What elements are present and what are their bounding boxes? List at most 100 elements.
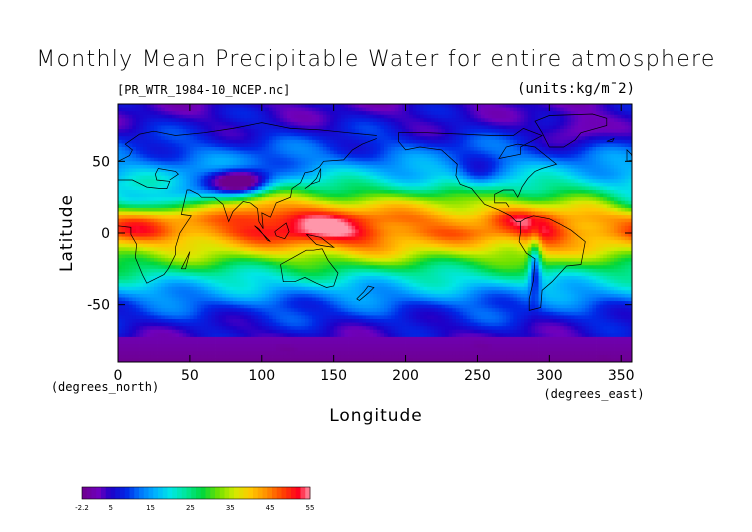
heatmap-cell (211, 132, 216, 137)
heatmap-cell (513, 211, 518, 216)
heatmap-cell (179, 111, 184, 116)
heatmap-cell (268, 200, 273, 205)
heatmap-cell (308, 157, 313, 162)
heatmap-cell (362, 139, 367, 144)
heatmap-cell (499, 215, 503, 220)
heatmap-cell (355, 147, 360, 151)
heatmap-cell (290, 129, 295, 134)
heatmap-cell (128, 132, 133, 137)
heatmap-cell (168, 164, 173, 169)
heatmap-cell (527, 190, 532, 194)
heatmap-cell (603, 215, 608, 220)
heatmap-cell (132, 111, 137, 116)
heatmap-cell (233, 190, 238, 194)
heatmap-cell (319, 104, 324, 108)
heatmap-cell (560, 186, 565, 191)
heatmap-cell (398, 118, 403, 123)
heatmap-cell (348, 225, 353, 230)
heatmap-cell (545, 118, 550, 123)
heatmap-cell (265, 150, 270, 155)
heatmap-cell (491, 197, 496, 202)
heatmap-cell (268, 186, 273, 191)
heatmap-cell (606, 136, 611, 141)
heatmap-cell (560, 207, 565, 212)
heatmap-cell (394, 125, 399, 130)
heatmap-cell (254, 172, 259, 177)
heatmap-cell (150, 139, 155, 144)
heatmap-cell (125, 139, 130, 144)
heatmap-cell (355, 193, 360, 198)
heatmap-cell (549, 139, 554, 144)
heatmap-cell (175, 197, 180, 202)
heatmap-cell (621, 204, 626, 209)
heatmap-cell (218, 182, 223, 187)
heatmap-cell (337, 104, 342, 108)
heatmap-cell (355, 182, 360, 187)
heatmap-cell (132, 225, 137, 230)
heatmap-cell (599, 164, 604, 169)
heatmap-cell (351, 129, 356, 134)
heatmap-cell (132, 132, 137, 137)
heatmap-cell (473, 204, 478, 209)
heatmap-cell (218, 136, 223, 141)
heatmap-cell (319, 121, 324, 126)
heatmap-cell (588, 147, 593, 151)
heatmap-cell (437, 186, 442, 191)
heatmap-cell (351, 111, 356, 116)
heatmap-cell (538, 118, 543, 123)
heatmap-cell (340, 207, 345, 212)
heatmap-cell (268, 175, 273, 180)
heatmap-cell (459, 157, 464, 162)
heatmap-cell (236, 222, 241, 227)
heatmap-cell (459, 215, 464, 220)
heatmap-cell (549, 222, 554, 227)
heatmap-cell (146, 161, 151, 166)
heatmap-cell (556, 222, 561, 227)
heatmap-cell (542, 172, 547, 177)
heatmap-cell (383, 175, 388, 180)
heatmap-cell (405, 147, 410, 151)
heatmap-cell (308, 125, 313, 130)
heatmap-cell (355, 200, 360, 205)
heatmap-cell (355, 211, 360, 216)
heatmap-cell (524, 132, 529, 137)
heatmap-cell (304, 186, 309, 191)
heatmap-cell (243, 215, 248, 220)
heatmap-cell (592, 132, 597, 137)
heatmap-cell (592, 218, 597, 223)
heatmap-cell (513, 114, 518, 119)
heatmap-cell (319, 222, 324, 227)
heatmap-cell (326, 118, 331, 123)
heatmap-cell (265, 207, 270, 212)
heatmap-cell (179, 186, 184, 191)
heatmap-cell (276, 132, 281, 137)
heatmap-cell (545, 154, 550, 159)
heatmap-cell (412, 114, 417, 119)
heatmap-cell (448, 222, 453, 227)
heatmap-cell (578, 200, 583, 205)
heatmap-cell (567, 111, 572, 116)
heatmap-cell (477, 222, 482, 227)
heatmap-cell (534, 215, 539, 220)
heatmap-cell (585, 172, 590, 177)
heatmap-cell (225, 157, 230, 162)
heatmap-cell (247, 132, 252, 137)
heatmap-cell (121, 147, 126, 151)
heatmap-cell (204, 193, 209, 198)
heatmap-cell (531, 204, 536, 209)
heatmap-cell (340, 168, 345, 173)
heatmap-cell (509, 132, 514, 137)
heatmap-cell (171, 164, 176, 169)
heatmap-cell (538, 111, 543, 116)
heatmap-cell (495, 179, 500, 184)
heatmap-cell (146, 197, 151, 202)
heatmap-cell (409, 182, 414, 187)
heatmap-cell (405, 150, 410, 155)
heatmap-cell (222, 111, 227, 116)
heatmap-cell (437, 129, 442, 134)
heatmap-cell (427, 147, 432, 151)
heatmap-cell (570, 111, 575, 116)
heatmap-cell (326, 114, 331, 119)
heatmap-cell (150, 136, 155, 141)
heatmap-cell (427, 211, 432, 216)
